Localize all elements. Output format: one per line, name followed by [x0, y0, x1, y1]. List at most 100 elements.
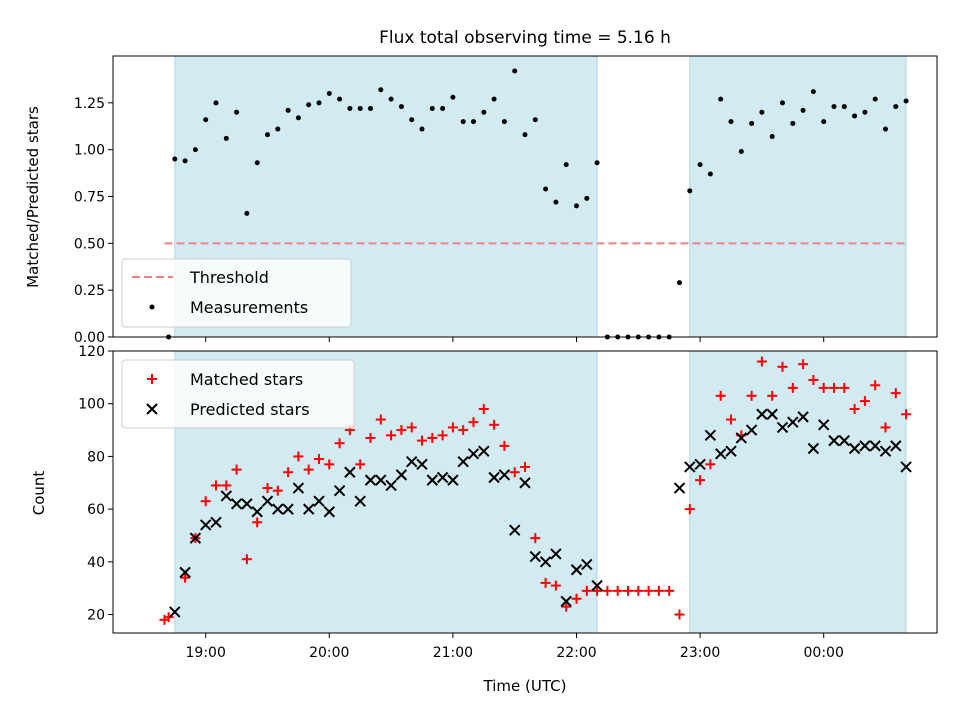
predicted-point-b [508, 524, 521, 536]
matched-point [705, 459, 716, 470]
predicted-point [838, 434, 851, 447]
matched-point [695, 475, 706, 486]
predicted-point [416, 458, 428, 471]
predicted-point [323, 506, 336, 518]
measurement-point [409, 117, 415, 123]
legend-cross-marker [146, 403, 158, 415]
measurement-point [697, 162, 703, 168]
top-plot-marks [164, 68, 909, 340]
matched-point [417, 435, 427, 446]
predicted-point [488, 471, 500, 484]
predicted-point [354, 495, 366, 507]
matched-point [334, 438, 345, 449]
predicted-point [272, 503, 284, 515]
predicted-point-b [817, 419, 830, 431]
matched-point [447, 422, 458, 433]
predicted-point [787, 416, 799, 428]
predicted-point-b [405, 455, 418, 468]
predicted-point-b [828, 434, 840, 447]
matched-point [550, 580, 561, 591]
matched-point [427, 432, 438, 443]
top-x-ticks [205, 337, 825, 342]
predicted-point-b [375, 474, 387, 486]
matched-point [684, 504, 695, 515]
matched-point [324, 459, 335, 470]
measurement-point [800, 107, 806, 113]
bottom-plot-marks [159, 356, 912, 625]
predicted-point [673, 482, 686, 494]
measurement-point [357, 105, 363, 111]
predicted-point-b [416, 458, 428, 471]
measurement-point [182, 158, 188, 164]
matched-point [839, 382, 850, 393]
legend-threshold-label: Threshold [189, 268, 269, 287]
measurement-point [378, 87, 384, 93]
predicted-point-b [457, 455, 469, 468]
top-y-tick-label: 1.25 [74, 96, 105, 112]
measurement-point [883, 126, 888, 132]
matched-point [283, 467, 294, 478]
matched-point [623, 585, 633, 596]
legend-cross-marker-b [146, 403, 158, 415]
predicted-point [508, 524, 521, 536]
legend-matched-swatch [147, 374, 157, 384]
measurement-point [285, 107, 291, 113]
predicted-point-b [807, 442, 820, 455]
top-y-tick-label: 0.50 [74, 236, 105, 252]
matched-point [293, 451, 304, 462]
measurement-point [553, 199, 559, 205]
x-tick-label: 22:00 [556, 645, 596, 661]
bottom-y-tick-label: 60 [87, 502, 105, 518]
matched-point [798, 359, 809, 370]
matched-point [478, 403, 489, 414]
measurement-point [471, 119, 476, 125]
predicted-point-b [488, 471, 500, 484]
predicted-point [220, 490, 233, 502]
predicted-point-b [210, 516, 222, 529]
measurement-point [275, 126, 281, 132]
measurement-point [769, 134, 775, 140]
predicted-point-b [251, 506, 263, 518]
matched-point [231, 464, 242, 475]
predicted-point [766, 408, 778, 420]
predicted-point [302, 503, 315, 515]
matched-point [489, 419, 500, 430]
matched-point [829, 382, 839, 393]
legend-plus-marker [147, 374, 157, 384]
predicted-point-b [900, 461, 912, 473]
predicted-point [756, 408, 768, 420]
predicted-point-b [241, 498, 253, 510]
measurement-point [481, 109, 487, 115]
predicted-point-b [684, 461, 696, 473]
predicted-point [869, 440, 881, 452]
predicted-point [725, 445, 737, 457]
measurement-point [759, 109, 765, 115]
predicted-point-b [189, 532, 202, 544]
predicted-point-b [890, 440, 902, 452]
predicted-point-b [694, 458, 706, 471]
matched-point [787, 382, 798, 393]
measurement-point [254, 160, 260, 166]
predicted-point [900, 461, 912, 473]
top-legend-box [121, 258, 352, 328]
predicted-point [210, 516, 222, 529]
predicted-point [344, 466, 356, 478]
predicted-point [313, 495, 325, 507]
predicted-point [581, 558, 593, 571]
predicted-point-b [838, 434, 851, 447]
matched-point [664, 585, 675, 596]
measurement-point [790, 120, 796, 126]
bottom-y-axis-label: Count [30, 471, 48, 516]
predicted-point-b [447, 474, 459, 486]
predicted-point-b [302, 503, 315, 515]
x-axis-label: Time (UTC) [483, 677, 567, 695]
measurement-point [831, 104, 837, 110]
matched-point [272, 485, 283, 496]
bottom-y-tick-label: 40 [87, 555, 105, 571]
measurement-point [841, 104, 847, 110]
measurement-point [821, 119, 827, 125]
matched-point [633, 585, 644, 596]
predicted-point-b [426, 474, 439, 486]
predicted-point [169, 606, 181, 618]
measurement-point [862, 109, 868, 115]
